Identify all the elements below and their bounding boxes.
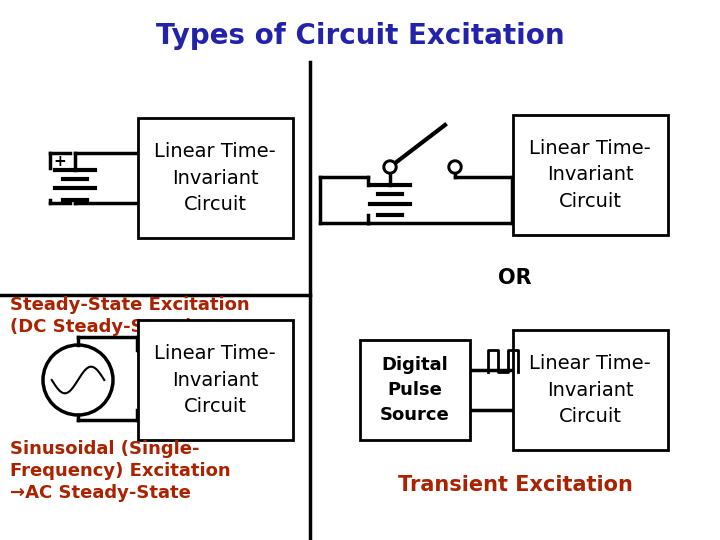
Text: +: +: [53, 153, 66, 168]
Text: Steady-State Excitation
(DC Steady-State): Steady-State Excitation (DC Steady-State…: [10, 296, 250, 336]
Text: Linear Time-
Invariant
Circuit: Linear Time- Invariant Circuit: [154, 344, 276, 416]
Circle shape: [386, 163, 394, 171]
Text: Transient Excitation: Transient Excitation: [397, 475, 632, 495]
Bar: [513, 330, 667, 450]
Circle shape: [448, 160, 462, 174]
Text: Linear Time-
Invariant
Circuit: Linear Time- Invariant Circuit: [529, 139, 651, 211]
Text: Digital
Pulse
Source: Digital Pulse Source: [380, 356, 450, 424]
Text: Linear Time-
Invariant
Circuit: Linear Time- Invariant Circuit: [529, 354, 651, 426]
Bar: [360, 340, 470, 440]
Bar: [138, 320, 292, 440]
Circle shape: [383, 160, 397, 174]
Bar: [138, 118, 292, 238]
Circle shape: [451, 163, 459, 171]
Text: Linear Time-
Invariant
Circuit: Linear Time- Invariant Circuit: [154, 142, 276, 214]
Text: OR: OR: [498, 268, 532, 288]
Bar: [513, 115, 667, 235]
Text: Types of Circuit Excitation: Types of Circuit Excitation: [156, 22, 564, 50]
Text: Sinusoidal (Single-
Frequency) Excitation
→AC Steady-State: Sinusoidal (Single- Frequency) Excitatio…: [10, 440, 230, 502]
